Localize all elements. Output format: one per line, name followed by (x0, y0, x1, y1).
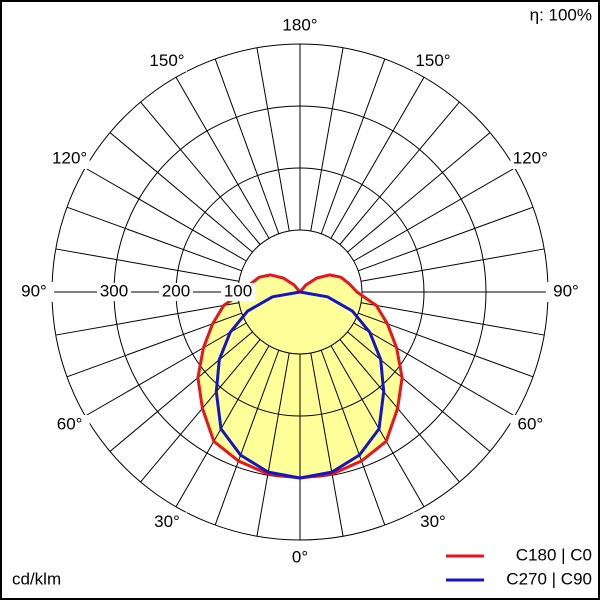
spoke (310, 47, 344, 232)
spoke (360, 248, 545, 282)
spoke (214, 58, 280, 234)
spoke (330, 345, 425, 508)
intensity-curve (298, 273, 404, 480)
angle-tick-label: 90° (21, 281, 47, 300)
angle-tick-label: 0° (292, 547, 308, 566)
efficiency-label: η: 100% (530, 5, 592, 24)
angle-tick-label: 90° (553, 281, 579, 300)
angle-tick-label: 150° (415, 51, 450, 70)
intensity-curve (214, 290, 301, 480)
spoke (66, 206, 242, 272)
angle-tick-label: 180° (282, 15, 317, 34)
spoke (353, 322, 516, 417)
spoke (109, 331, 253, 452)
label-bg (280, 548, 320, 568)
label-bg (413, 512, 453, 533)
angle-tick-label: 150° (149, 51, 184, 70)
radial-tick-label: 300 (100, 281, 128, 300)
label-bg (221, 283, 255, 301)
angle-tick-label: 60° (518, 414, 544, 433)
spoke (339, 339, 460, 483)
spoke (256, 352, 290, 537)
spoke (175, 345, 270, 508)
intensity-curve (196, 273, 302, 480)
angle-tick-label: 120° (52, 148, 87, 167)
spoke (360, 302, 545, 336)
spoke (353, 167, 516, 262)
spoke (358, 206, 534, 272)
spoke (175, 76, 270, 239)
intensity-curve (299, 290, 386, 480)
label-bg (280, 16, 320, 36)
spoke (320, 350, 386, 526)
spoke (84, 322, 247, 417)
spoke (84, 167, 247, 262)
spoke (330, 76, 425, 239)
label-bg (159, 283, 193, 301)
angle-tick-label: 60° (57, 414, 83, 433)
label-bg (510, 149, 551, 169)
label-bg (49, 415, 90, 435)
spoke (256, 47, 290, 232)
label-bg (97, 283, 131, 301)
radial-tick-label: 200 (162, 281, 190, 300)
spoke (320, 58, 386, 234)
spoke (140, 101, 261, 245)
spoke (347, 331, 491, 452)
spoke (310, 352, 344, 537)
light-fill (300, 274, 403, 478)
spoke (55, 302, 240, 336)
legend-label: C180 | C0 (516, 545, 592, 564)
unit-label: cd/klm (12, 569, 61, 588)
label-bg (147, 51, 187, 72)
label-bg (49, 149, 90, 169)
label-bg (546, 282, 586, 302)
label-bg (147, 512, 187, 533)
light-fill (197, 274, 300, 478)
label-bg (510, 415, 551, 435)
radial-tick-label: 100 (224, 281, 252, 300)
angle-tick-label: 30° (420, 512, 446, 531)
spoke (55, 248, 240, 282)
spoke (214, 350, 280, 526)
legend-label: C270 | C90 (506, 569, 592, 588)
angle-tick-label: 120° (513, 148, 548, 167)
label-bg (413, 51, 453, 72)
spoke (347, 132, 491, 253)
spoke (140, 339, 261, 483)
spoke (339, 101, 460, 245)
label-bg (14, 282, 54, 302)
angle-tick-label: 30° (154, 512, 180, 531)
spoke (109, 132, 253, 253)
